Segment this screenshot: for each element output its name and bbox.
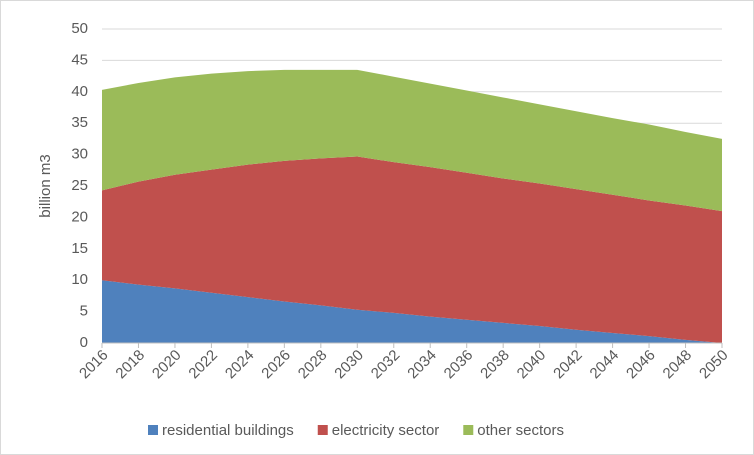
y-tick-label: 5 xyxy=(80,303,88,320)
y-tick-label: 20 xyxy=(71,208,88,225)
y-tick-label: 45 xyxy=(71,51,88,68)
legend-label: other sectors xyxy=(477,422,564,439)
y-tick-label: 15 xyxy=(71,240,88,257)
legend-swatch xyxy=(463,425,474,435)
y-tick-label: 35 xyxy=(71,114,88,131)
y-axis-label: billion m3 xyxy=(37,154,54,217)
y-tick-label: 10 xyxy=(71,271,88,288)
area xyxy=(102,280,722,343)
y-tick-label: 40 xyxy=(71,83,88,100)
legend-label: residential buildings xyxy=(162,422,294,439)
legend-swatch xyxy=(148,425,158,435)
y-tick-label: 50 xyxy=(71,20,88,37)
y-tick-label: 0 xyxy=(80,334,88,351)
legend-label: electricity sector xyxy=(332,422,440,439)
y-tick-label: 25 xyxy=(71,177,88,194)
area xyxy=(102,69,722,212)
legend-swatch xyxy=(317,425,328,435)
y-tick-label: 30 xyxy=(71,146,88,163)
area xyxy=(102,156,722,343)
